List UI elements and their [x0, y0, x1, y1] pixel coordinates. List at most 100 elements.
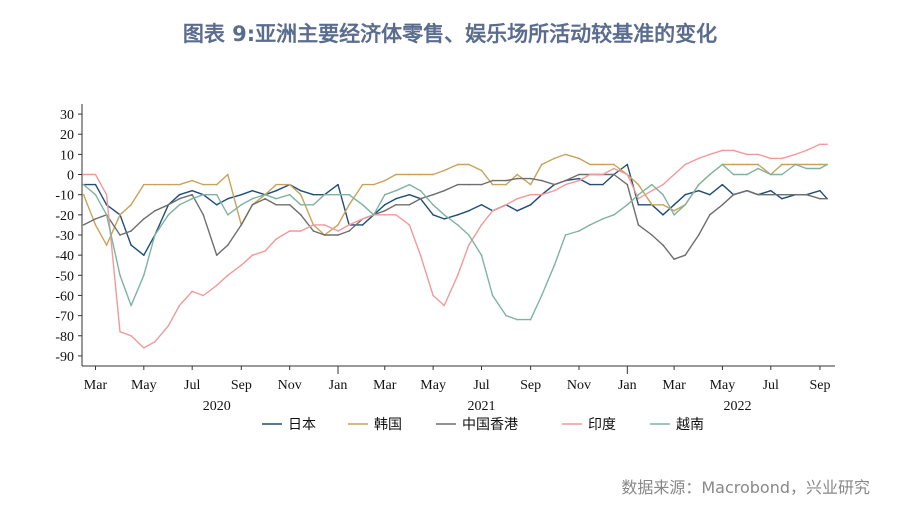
x-tick-label: Sep: [520, 378, 541, 393]
x-tick-label: Mar: [373, 378, 397, 393]
data-point: [443, 169, 446, 172]
data-point: [94, 218, 97, 220]
x-tick-label: Nov: [567, 378, 591, 393]
y-tick-label: -90: [55, 350, 74, 365]
data-point: [540, 294, 543, 297]
data-point: [288, 183, 291, 186]
series-line-4: [83, 163, 828, 321]
data-point: [626, 173, 629, 176]
data-point: [275, 189, 277, 192]
data-point: [732, 193, 735, 196]
data-point: [191, 189, 193, 192]
data-point: [323, 193, 326, 196]
data-point: [178, 203, 181, 206]
data-point: [684, 203, 686, 206]
data-point: [130, 304, 132, 307]
data-point: [251, 203, 254, 206]
data-point: [491, 183, 494, 186]
x-tick-label: Sep: [809, 378, 830, 393]
y-ticks: 30 20 10 0 -10 -20 -30 -40 -50 -60 -70 -80 -90: [55, 108, 82, 365]
y-tick-label: 30: [60, 108, 74, 123]
data-point: [805, 193, 808, 196]
data-point: [662, 244, 664, 246]
data-point: [105, 214, 108, 216]
data-point: [191, 193, 193, 196]
data-point: [94, 193, 97, 196]
data-point: [732, 149, 735, 152]
data-point: [395, 214, 397, 216]
data-point: [826, 163, 828, 166]
data-point: [805, 167, 808, 170]
x-tick-label: May: [131, 378, 157, 393]
data-point: [130, 244, 132, 246]
legend-label: 中国香港: [462, 417, 518, 433]
data-point: [468, 183, 470, 186]
data-point: [372, 214, 375, 216]
data-point: [819, 167, 821, 170]
y-tick-label: -30: [55, 229, 74, 244]
data-point: [589, 163, 591, 166]
data-point: [637, 183, 640, 186]
data-point: [529, 177, 532, 180]
data-point: [337, 193, 339, 196]
data-point: [227, 214, 229, 216]
data-point: [178, 304, 181, 307]
data-point: [240, 203, 243, 206]
data-point: [130, 334, 132, 337]
data-point: [697, 157, 700, 160]
data-point: [516, 197, 518, 200]
legend-label: 印度: [588, 417, 616, 433]
data-point: [443, 218, 446, 220]
data-point: [781, 173, 783, 176]
y-tick-label: 10: [60, 148, 74, 163]
data-point: [529, 193, 532, 196]
data-point: [130, 230, 132, 232]
data-point: [819, 189, 821, 192]
data-point: [651, 203, 653, 206]
data-point: [746, 173, 748, 176]
data-point: [578, 173, 580, 176]
data-point: [769, 157, 772, 160]
data-point: [443, 304, 446, 307]
data-point: [553, 183, 556, 186]
data-point: [651, 189, 653, 192]
data-point: [119, 274, 121, 277]
x-tick-label: Jul: [184, 378, 200, 393]
data-point: [564, 153, 567, 156]
data-point: [480, 203, 483, 206]
data-point: [456, 163, 459, 166]
data-point: [819, 163, 821, 166]
data-point: [529, 203, 532, 206]
data-point: [215, 284, 218, 287]
data-point: [781, 163, 783, 166]
data-point: [275, 203, 277, 206]
data-point: [94, 173, 97, 176]
data-point: [721, 203, 724, 206]
data-point: [553, 264, 556, 267]
y-tick-label: 20: [60, 128, 74, 143]
data-point: [529, 183, 532, 186]
x-tick-label: May: [710, 378, 736, 393]
data-point: [372, 183, 375, 186]
data-point: [154, 183, 156, 186]
data-point: [167, 214, 170, 216]
year-label: 2022: [724, 399, 752, 414]
data-point: [505, 314, 507, 317]
data-point: [564, 183, 567, 186]
data-point: [769, 193, 772, 196]
data-point: [480, 169, 483, 172]
data-point: [662, 183, 664, 186]
data-point: [613, 163, 615, 166]
data-point: [337, 183, 339, 186]
chart-title: 图表 9:亚洲主要经济体零售、娱乐场所活动较基准的变化: [182, 22, 718, 46]
data-point: [143, 218, 145, 220]
data-point: [264, 193, 266, 196]
x-ticks: Mar May Jul Sep Nov Jan Mar May Jul Sep Nov Jan Mar M…: [84, 366, 830, 414]
data-point: [240, 264, 243, 267]
data-point: [94, 224, 97, 226]
data-point: [757, 193, 759, 196]
data-point: [251, 197, 254, 200]
data-point: [288, 230, 291, 232]
data-point: [119, 234, 121, 236]
data-point: [191, 290, 193, 293]
